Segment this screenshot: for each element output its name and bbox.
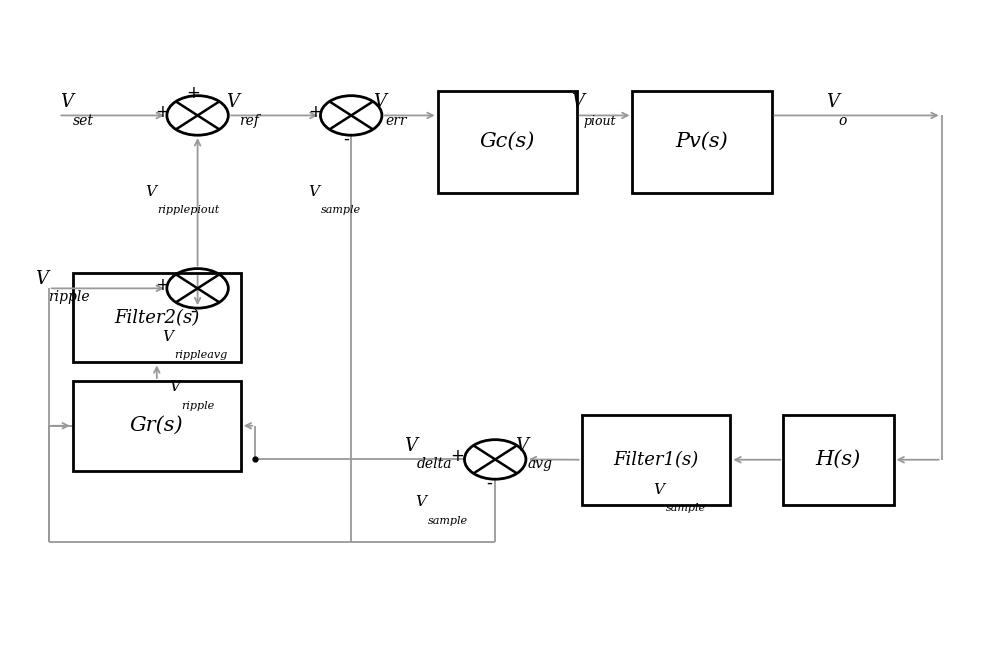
Text: -: - bbox=[190, 302, 196, 320]
Text: Filter2(s): Filter2(s) bbox=[114, 309, 199, 327]
Text: ripplepiout: ripplepiout bbox=[157, 205, 220, 215]
Text: +: + bbox=[450, 447, 464, 465]
Text: V: V bbox=[226, 93, 239, 112]
Text: Gc(s): Gc(s) bbox=[480, 132, 535, 151]
Text: delta: delta bbox=[416, 457, 452, 471]
Text: V: V bbox=[308, 185, 319, 198]
Text: V: V bbox=[404, 437, 417, 455]
Text: V: V bbox=[416, 495, 427, 509]
Text: +: + bbox=[186, 83, 200, 102]
Text: H(s): H(s) bbox=[816, 450, 861, 469]
Text: o: o bbox=[839, 114, 847, 127]
Bar bbox=[73, 381, 241, 470]
Text: V: V bbox=[35, 270, 48, 288]
Text: rippleavg: rippleavg bbox=[175, 350, 228, 360]
Text: err: err bbox=[386, 114, 407, 127]
Bar bbox=[438, 91, 577, 193]
Bar bbox=[783, 415, 894, 505]
Text: Gr(s): Gr(s) bbox=[130, 417, 184, 436]
Text: V: V bbox=[60, 93, 73, 112]
Text: V: V bbox=[826, 93, 839, 112]
Text: set: set bbox=[73, 114, 94, 127]
Text: ripple: ripple bbox=[48, 290, 89, 304]
Text: sample: sample bbox=[320, 205, 361, 215]
Text: V: V bbox=[162, 330, 173, 344]
Bar bbox=[632, 91, 772, 193]
Text: V: V bbox=[571, 93, 584, 112]
Text: +: + bbox=[155, 277, 169, 294]
Text: V: V bbox=[169, 380, 180, 394]
Bar bbox=[582, 415, 730, 505]
Text: sample: sample bbox=[428, 516, 468, 526]
Text: +: + bbox=[155, 103, 169, 122]
Text: piout: piout bbox=[584, 115, 616, 127]
Text: V: V bbox=[145, 185, 156, 198]
Text: avg: avg bbox=[528, 457, 553, 471]
Text: V: V bbox=[373, 93, 386, 112]
Text: -: - bbox=[343, 129, 349, 147]
Text: -: - bbox=[487, 473, 492, 491]
Text: V: V bbox=[515, 437, 528, 455]
Text: sample: sample bbox=[666, 503, 706, 513]
Text: +: + bbox=[309, 103, 323, 122]
Text: ref: ref bbox=[239, 114, 259, 127]
Bar bbox=[73, 273, 241, 363]
Text: ripple: ripple bbox=[181, 401, 215, 411]
Text: Filter1(s): Filter1(s) bbox=[613, 451, 699, 468]
Text: V: V bbox=[654, 483, 665, 497]
Text: Pv(s): Pv(s) bbox=[676, 132, 728, 151]
